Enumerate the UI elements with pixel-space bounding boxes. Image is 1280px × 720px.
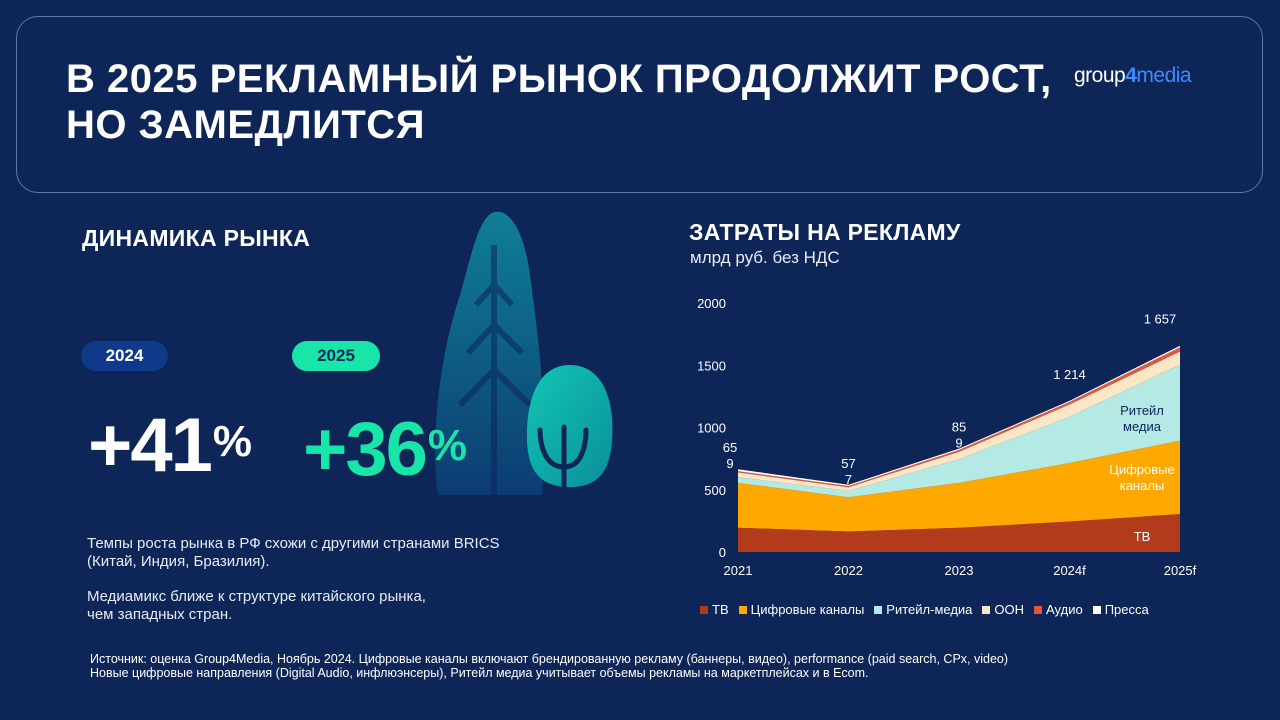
ad-spend-area-chart: 0 500 1000 1500 2000 2021 2022 2023 2024f 2025f 1 … — [697, 296, 1197, 578]
group4media-logo: group4media — [1074, 64, 1192, 88]
year-2024-pill: 2024 — [81, 341, 168, 371]
legend-label-digital: Цифровые каналы — [750, 602, 865, 617]
note-mediamix-line1: Медиамикс ближе к структуре китайского р… — [87, 588, 426, 605]
growth-2025-percent: % — [427, 421, 467, 470]
legend-swatch-press — [1092, 605, 1101, 614]
legend-swatch-ooh — [982, 605, 991, 614]
chart-subtitle: млрд руб. без НДС — [690, 248, 840, 267]
legend-item-audio: Аудио — [1034, 602, 1083, 617]
legend-item-tv: ТВ — [700, 602, 729, 617]
y-tick-label: 2000 — [697, 296, 726, 311]
logo-text-group: group — [1074, 64, 1126, 87]
area-series-tv — [738, 514, 1180, 552]
legend-label-retail: Ритейл-медиа — [886, 602, 973, 617]
source-line1: Источник: оценка Group4Media, Ноябрь 202… — [90, 652, 1009, 666]
growth-2025-value: +36% — [303, 407, 467, 492]
header-panel — [16, 16, 1263, 193]
area-label-retail-line2: медиа — [1123, 419, 1162, 434]
legend-item-retail: Ритейл-медиа — [874, 602, 972, 617]
area-label-retail-line1: Ритейл — [1120, 403, 1164, 418]
growth-2024-percent: % — [212, 417, 252, 466]
total-value-label: 1 657 — [1144, 312, 1177, 327]
y-tick-label: 1000 — [697, 421, 726, 436]
growth-2024-value: +41% — [88, 403, 252, 488]
legend-label-ooh: OOH — [994, 602, 1025, 617]
area-label-digital-line1: Цифровые — [1109, 462, 1175, 477]
legend-label-audio: Аудио — [1046, 602, 1083, 617]
annotation-lower-label: 9 — [726, 456, 733, 471]
note-mediamix-line2: чем западных стран. — [87, 606, 233, 623]
x-tick-label: 2021 — [724, 563, 753, 578]
total-value-label: 1 214 — [1053, 367, 1086, 382]
x-tick-label: 2022 — [834, 563, 863, 578]
chart-legend: ТВ Цифровые каналы Ритейл-медиа OOH Аудио Пре… — [700, 602, 1149, 617]
legend-swatch-tv — [700, 605, 708, 614]
annotation-upper-label: 85 — [952, 420, 966, 435]
note-mediamix: Медиамикс ближе к структуре китайского р… — [87, 588, 426, 624]
round-tree-trunk — [537, 424, 589, 526]
source-line2: Новые цифровые направления (Digital Audi… — [90, 666, 869, 680]
legend-swatch-retail — [874, 605, 883, 614]
pine-tree-branches — [457, 245, 533, 495]
legend-swatch-audio — [1034, 605, 1043, 614]
area-label-digital-line2: каналы — [1120, 478, 1165, 493]
legend-label-tv: ТВ — [712, 602, 729, 617]
annotation-upper-label: 65 — [723, 440, 737, 455]
legend-label-press: Пресса — [1104, 602, 1149, 617]
annotation-lower-label: 9 — [955, 436, 962, 451]
chart-title: ЗАТРАТЫ НА РЕКЛАМУ — [689, 219, 961, 245]
area-series-retail — [738, 364, 1180, 498]
legend-swatch-digital — [738, 605, 747, 614]
annotation-upper-label: 57 — [841, 456, 855, 471]
pine-tree-shape — [435, 211, 544, 495]
y-tick-label: 0 — [719, 545, 726, 560]
area-label-tv: ТВ — [1134, 529, 1151, 544]
page-title: В 2025 РЕКЛАМНЫЙ РЫНОК ПРОДОЛЖИТ РОСТ, Н… — [66, 57, 1052, 147]
decorative-tree-illustration — [435, 211, 613, 526]
x-tick-label: 2024f — [1053, 563, 1086, 578]
legend-item-ooh: OOH — [982, 602, 1024, 617]
legend-item-press: Пресса — [1092, 602, 1149, 617]
legend-item-digital: Цифровые каналы — [738, 602, 865, 617]
y-tick-label: 1500 — [697, 358, 726, 373]
x-tick-label: 2025f — [1164, 563, 1197, 578]
annotation-lower-label: 7 — [845, 472, 852, 487]
note-brics-line2: (Китай, Индия, Бразилия). — [87, 553, 270, 570]
x-tick-label: 2023 — [945, 563, 974, 578]
market-dynamics-title: ДИНАМИКА РЫНКА — [82, 225, 311, 251]
year-2025-pill: 2025 — [292, 341, 380, 371]
logo-text-media: media — [1136, 64, 1192, 87]
area-series-digital — [738, 440, 1180, 532]
growth-2024-number: +41 — [88, 403, 213, 488]
growth-2025-number: +36 — [303, 407, 428, 492]
logo-text-4: 4 — [1125, 64, 1137, 87]
note-brics: Темпы роста рынка в РФ схожи с другими с… — [87, 535, 500, 571]
y-tick-label: 500 — [704, 483, 726, 498]
source-footnote: Источник: оценка Group4Media, Ноябрь 202… — [90, 652, 1008, 680]
note-brics-line1: Темпы роста рынка в РФ схожи с другими с… — [87, 535, 500, 552]
